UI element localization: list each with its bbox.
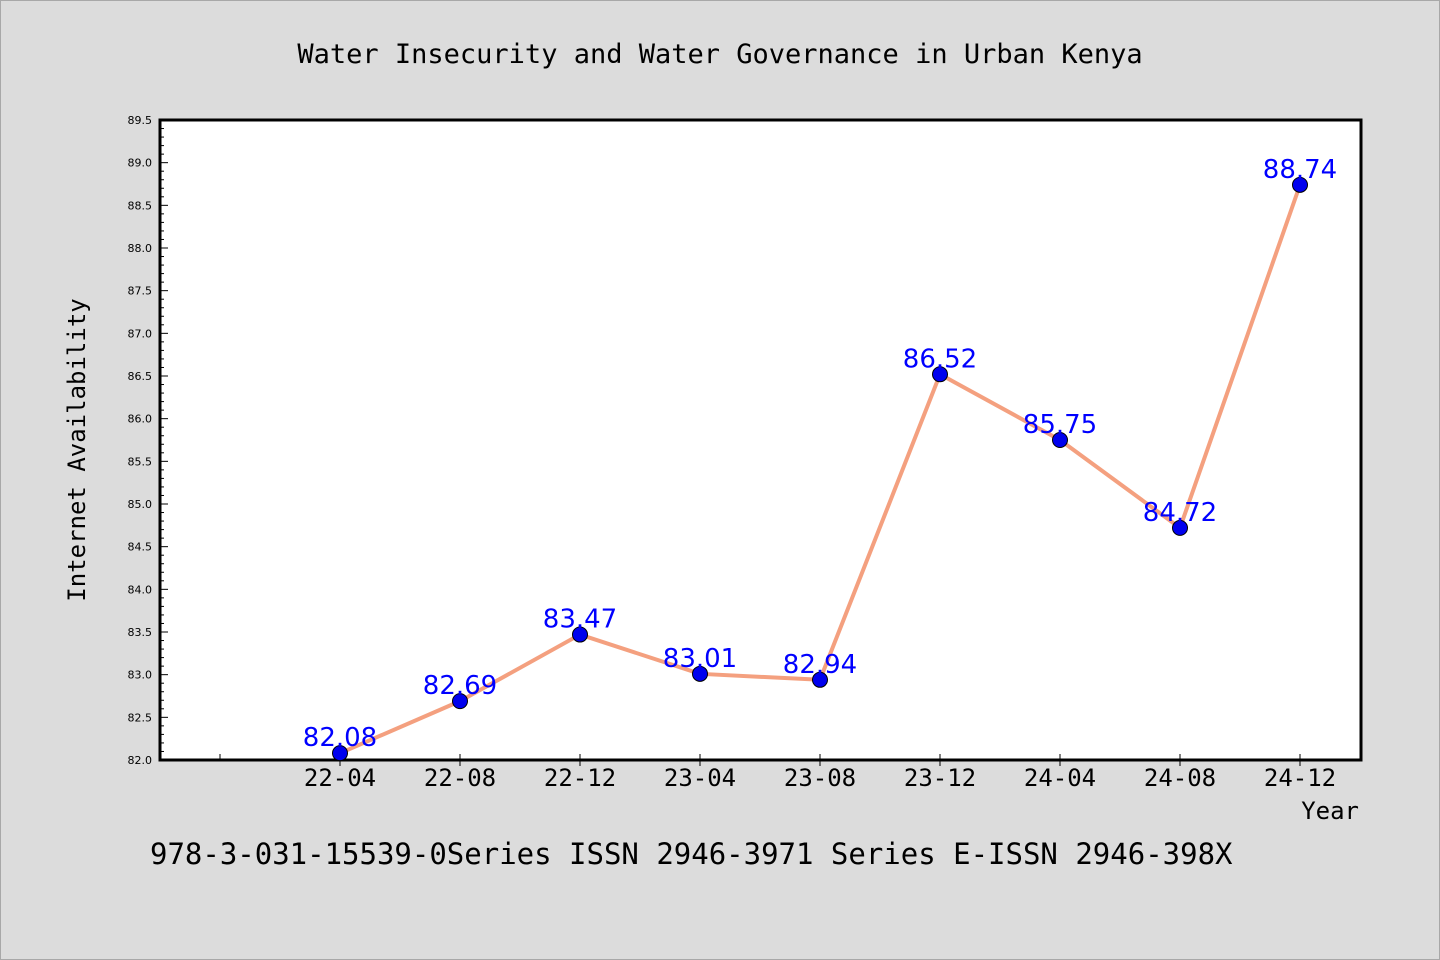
y-axis: 82.0 82.5 83.0 83.5 84.0 84.5 85.0 85.5 86.0 86.5… — [128, 114, 168, 767]
y-tick-label: 82.0 — [128, 754, 153, 767]
footer-text: 978-3-031-15539-0Series ISSN 2946-3971 S… — [150, 837, 1233, 871]
x-tick-label: 24-08 — [1144, 764, 1216, 792]
y-tick-label: 85.0 — [128, 498, 153, 511]
y-tick-label: 86.0 — [128, 413, 153, 426]
data-label: 82.94 — [783, 650, 857, 680]
data-point — [932, 366, 948, 383]
x-tick-label: 22-08 — [424, 764, 496, 792]
y-tick-label: 88.5 — [128, 199, 153, 212]
x-tick-label: 24-12 — [1264, 764, 1336, 792]
series-group — [332, 176, 1308, 762]
data-label: 83.47 — [543, 605, 617, 635]
data-point — [812, 671, 828, 688]
data-point — [452, 693, 468, 710]
data-label: 85.75 — [1023, 410, 1097, 440]
x-tick-label: 23-08 — [784, 764, 856, 792]
data-label: 86.52 — [903, 344, 977, 374]
x-tick-label: 24-04 — [1024, 764, 1096, 792]
chart-title: Water Insecurity and Water Governance in… — [297, 39, 1142, 70]
y-tick-label: 88.0 — [128, 242, 153, 255]
y-tick-label: 87.0 — [128, 327, 153, 340]
data-point — [1172, 519, 1188, 536]
data-label: 88.74 — [1263, 155, 1337, 185]
data-label: 83.01 — [663, 644, 737, 674]
y-tick-label: 85.5 — [128, 455, 153, 468]
y-tick-label: 86.5 — [128, 370, 153, 383]
data-label: 82.69 — [423, 671, 497, 701]
data-label: 82.08 — [303, 723, 377, 753]
y-tick-label: 84.5 — [128, 541, 153, 554]
data-labels: 82.08 82.69 83.47 83.01 82.94 86.52 85.75 84.72… — [303, 155, 1337, 753]
data-point — [1052, 432, 1068, 448]
y-axis-label: Internet Availability — [63, 298, 91, 601]
y-tick-label: 89.5 — [128, 114, 153, 127]
plot-area — [158, 118, 1363, 762]
data-point — [692, 665, 708, 682]
y-tick-label: 87.5 — [128, 285, 153, 298]
x-tick-label: 22-04 — [304, 764, 376, 792]
x-tick-label: 22-12 — [544, 764, 616, 792]
data-point — [1292, 176, 1308, 193]
x-axis: 22-04 22-08 22-12 23-04 23-08 23-12 24-04 24-08… — [219, 754, 1336, 792]
x-tick-label: 23-04 — [664, 764, 736, 792]
data-point — [572, 626, 588, 643]
data-point — [332, 745, 348, 762]
data-label: 84.72 — [1143, 498, 1217, 528]
y-tick-label: 89.0 — [128, 157, 153, 170]
y-tick-label: 83.5 — [128, 626, 153, 639]
y-tick-label: 82.5 — [128, 711, 153, 724]
y-tick-label: 84.0 — [128, 583, 153, 596]
x-tick-label: 23-12 — [904, 764, 976, 792]
y-tick-label: 83.0 — [128, 669, 153, 682]
x-axis-label: Year — [1301, 797, 1359, 825]
